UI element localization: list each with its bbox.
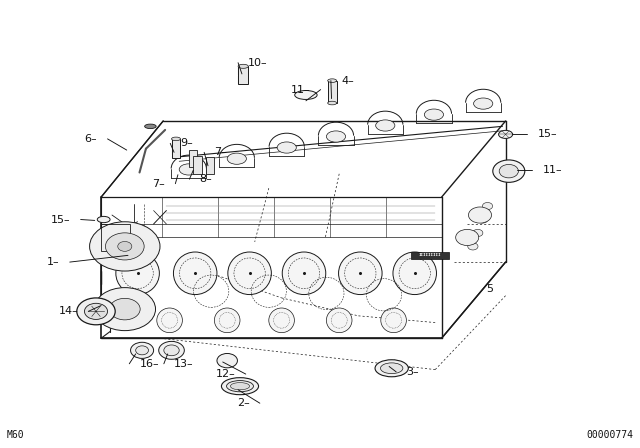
Circle shape [94, 288, 156, 331]
Ellipse shape [172, 137, 180, 141]
Circle shape [456, 229, 479, 246]
Ellipse shape [380, 363, 403, 374]
Ellipse shape [474, 98, 493, 109]
Ellipse shape [376, 120, 395, 131]
Ellipse shape [294, 90, 317, 99]
Ellipse shape [227, 381, 253, 392]
Text: 11–: 11– [291, 85, 310, 95]
Circle shape [84, 303, 108, 319]
Ellipse shape [326, 131, 346, 142]
Text: IIIIIIIII: IIIIIIIII [419, 254, 442, 257]
Ellipse shape [393, 252, 436, 295]
Bar [411, 252, 449, 259]
Ellipse shape [173, 252, 217, 295]
Ellipse shape [238, 65, 248, 69]
Circle shape [159, 341, 184, 359]
Circle shape [90, 222, 160, 271]
Circle shape [109, 298, 140, 320]
Bar [206, 157, 214, 174]
Circle shape [468, 243, 478, 250]
Text: 13–: 13– [174, 359, 194, 369]
Circle shape [217, 353, 237, 368]
Circle shape [473, 229, 483, 237]
Text: 12–: 12– [216, 369, 236, 379]
Text: 9–: 9– [180, 138, 193, 148]
Ellipse shape [328, 79, 337, 82]
Text: 4–: 4– [341, 76, 354, 86]
Circle shape [468, 207, 492, 223]
Ellipse shape [375, 360, 408, 377]
Text: 14–: 14– [58, 306, 78, 316]
Text: 5: 5 [486, 284, 493, 294]
Circle shape [131, 342, 154, 358]
Ellipse shape [221, 378, 259, 395]
Text: 15–: 15– [51, 215, 70, 224]
Ellipse shape [381, 308, 406, 332]
Ellipse shape [424, 109, 444, 120]
Text: M60: M60 [6, 431, 24, 440]
Ellipse shape [97, 216, 110, 223]
Ellipse shape [179, 164, 198, 175]
Text: 6–: 6– [84, 134, 97, 144]
Circle shape [483, 202, 493, 210]
Bar [328, 81, 337, 103]
Ellipse shape [326, 308, 352, 332]
Circle shape [493, 160, 525, 182]
Text: 2–: 2– [237, 398, 250, 408]
Text: 3–: 3– [406, 367, 419, 377]
Bar [238, 66, 248, 84]
Ellipse shape [499, 130, 513, 138]
Circle shape [164, 345, 179, 356]
Text: 8–: 8– [200, 174, 212, 184]
Ellipse shape [328, 101, 337, 105]
Ellipse shape [282, 252, 326, 295]
Text: 7–: 7– [214, 147, 227, 157]
Ellipse shape [339, 252, 382, 295]
Bar [101, 224, 130, 251]
Text: 00000774: 00000774 [587, 431, 634, 440]
Circle shape [499, 164, 518, 178]
Ellipse shape [277, 142, 296, 153]
Bar [189, 150, 197, 167]
Ellipse shape [228, 252, 271, 295]
Ellipse shape [269, 308, 294, 332]
Circle shape [118, 241, 132, 251]
Bar [172, 139, 180, 158]
Circle shape [106, 233, 144, 260]
Ellipse shape [227, 153, 246, 164]
Ellipse shape [157, 308, 182, 332]
Text: 10–: 10– [248, 58, 268, 68]
Text: 7–: 7– [152, 179, 165, 189]
Text: 11–: 11– [543, 165, 563, 175]
Text: 16–: 16– [140, 359, 159, 369]
Ellipse shape [116, 252, 159, 295]
Text: 15–: 15– [538, 129, 557, 139]
Text: 1–: 1– [47, 257, 60, 267]
Bar [193, 156, 202, 174]
Circle shape [77, 298, 115, 325]
Ellipse shape [214, 308, 240, 332]
Circle shape [477, 216, 488, 223]
Ellipse shape [145, 124, 156, 129]
Circle shape [136, 346, 148, 355]
Ellipse shape [230, 383, 250, 390]
